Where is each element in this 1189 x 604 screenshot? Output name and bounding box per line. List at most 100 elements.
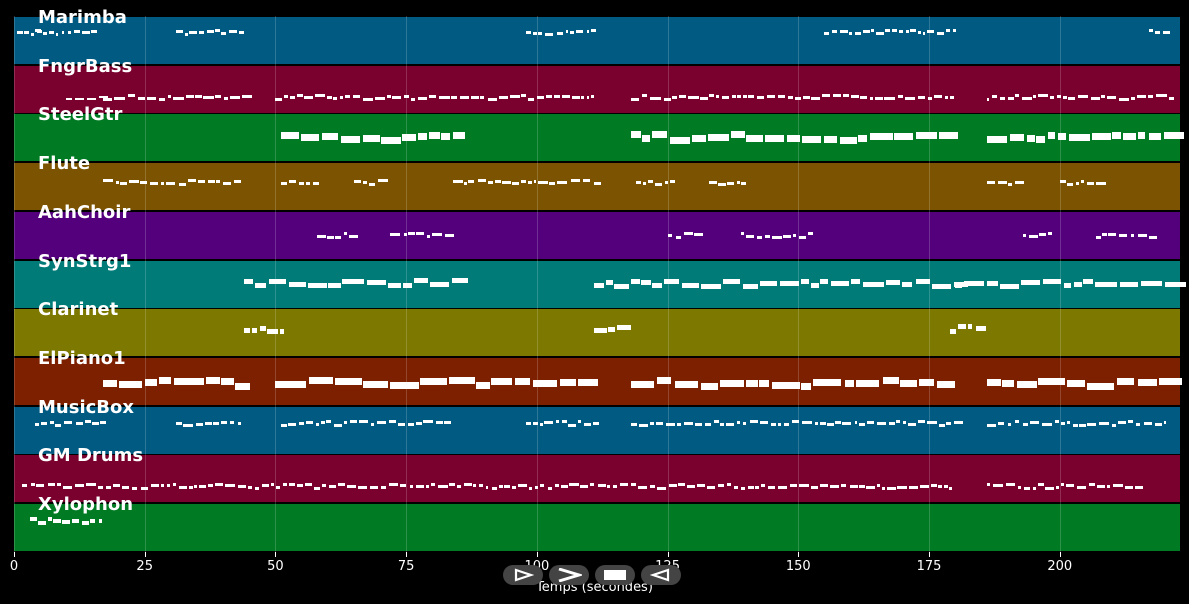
note bbox=[85, 419, 91, 423]
note bbox=[937, 32, 944, 35]
track-aahchoir[interactable] bbox=[14, 211, 1180, 259]
note bbox=[866, 486, 875, 490]
note bbox=[1163, 132, 1185, 140]
note bbox=[289, 95, 295, 99]
note bbox=[701, 283, 722, 289]
note bbox=[1015, 93, 1020, 97]
note bbox=[1062, 95, 1067, 99]
note bbox=[1091, 133, 1111, 141]
note bbox=[742, 94, 747, 98]
note bbox=[876, 484, 881, 488]
track-elpiano1[interactable] bbox=[14, 357, 1182, 405]
note bbox=[514, 377, 530, 385]
note bbox=[877, 421, 886, 425]
track-label: MusicBox bbox=[38, 396, 134, 418]
track-flute[interactable] bbox=[14, 163, 1180, 211]
play-button[interactable] bbox=[503, 565, 543, 585]
track-gm-drums[interactable] bbox=[14, 455, 1180, 503]
x-tick-label: 50 bbox=[267, 559, 284, 574]
track-steelgtr[interactable] bbox=[14, 114, 1185, 162]
note bbox=[922, 32, 925, 35]
note bbox=[1023, 233, 1026, 237]
note bbox=[267, 329, 278, 335]
x-tick bbox=[275, 552, 277, 557]
note bbox=[863, 281, 885, 287]
note bbox=[244, 328, 251, 334]
note bbox=[62, 520, 71, 524]
note bbox=[888, 421, 895, 425]
note bbox=[167, 94, 172, 98]
note bbox=[1038, 377, 1065, 385]
note bbox=[759, 379, 770, 387]
note bbox=[337, 483, 345, 487]
track-musicbox[interactable] bbox=[14, 406, 1180, 454]
note bbox=[1148, 29, 1153, 32]
note bbox=[740, 487, 745, 491]
stop-button[interactable] bbox=[595, 565, 635, 585]
note bbox=[998, 181, 1008, 185]
note bbox=[487, 181, 493, 185]
note bbox=[1155, 31, 1161, 34]
note bbox=[347, 485, 356, 489]
note bbox=[953, 29, 957, 32]
note bbox=[36, 484, 45, 488]
note bbox=[349, 419, 357, 423]
note bbox=[946, 421, 951, 425]
note bbox=[778, 94, 785, 98]
note bbox=[594, 328, 607, 334]
note bbox=[440, 133, 451, 141]
note bbox=[823, 136, 837, 144]
note bbox=[397, 422, 406, 426]
track-synstrg1[interactable] bbox=[14, 260, 1187, 308]
note bbox=[955, 282, 963, 288]
note bbox=[487, 97, 497, 101]
track-marimba[interactable] bbox=[14, 17, 1180, 64]
note bbox=[426, 485, 429, 489]
note bbox=[630, 380, 655, 388]
rewind-button[interactable] bbox=[641, 565, 681, 585]
note bbox=[533, 421, 539, 425]
note bbox=[1074, 281, 1082, 287]
note bbox=[544, 420, 553, 424]
note bbox=[1076, 486, 1087, 490]
note bbox=[849, 485, 859, 489]
note bbox=[327, 282, 341, 288]
note bbox=[636, 181, 642, 185]
note bbox=[715, 94, 720, 98]
note bbox=[1106, 95, 1116, 99]
note bbox=[526, 31, 532, 34]
note bbox=[86, 97, 96, 100]
note bbox=[1075, 182, 1080, 186]
note bbox=[517, 484, 527, 488]
note bbox=[237, 421, 242, 425]
note bbox=[607, 327, 615, 333]
note bbox=[1100, 94, 1105, 98]
note bbox=[1156, 93, 1167, 97]
note bbox=[887, 487, 896, 491]
note bbox=[682, 282, 699, 288]
note bbox=[1081, 180, 1085, 184]
note bbox=[937, 380, 956, 388]
fast-forward-button[interactable] bbox=[549, 565, 589, 585]
note bbox=[408, 231, 415, 235]
note bbox=[986, 378, 1001, 386]
note bbox=[672, 95, 678, 99]
note bbox=[423, 419, 434, 423]
track-label: Flute bbox=[38, 153, 91, 175]
track-xylophon[interactable] bbox=[14, 504, 1180, 551]
note bbox=[827, 422, 834, 426]
note bbox=[307, 282, 327, 288]
note bbox=[509, 94, 520, 98]
note bbox=[905, 96, 916, 100]
note bbox=[57, 483, 62, 487]
note bbox=[1066, 379, 1086, 387]
note bbox=[891, 29, 898, 32]
note bbox=[899, 379, 918, 387]
note bbox=[902, 281, 913, 287]
track-clarinet[interactable] bbox=[14, 309, 1180, 357]
note bbox=[1032, 94, 1036, 98]
note bbox=[129, 180, 139, 184]
track-fngrbass[interactable] bbox=[14, 65, 1180, 113]
note bbox=[533, 379, 558, 387]
note bbox=[63, 420, 73, 424]
